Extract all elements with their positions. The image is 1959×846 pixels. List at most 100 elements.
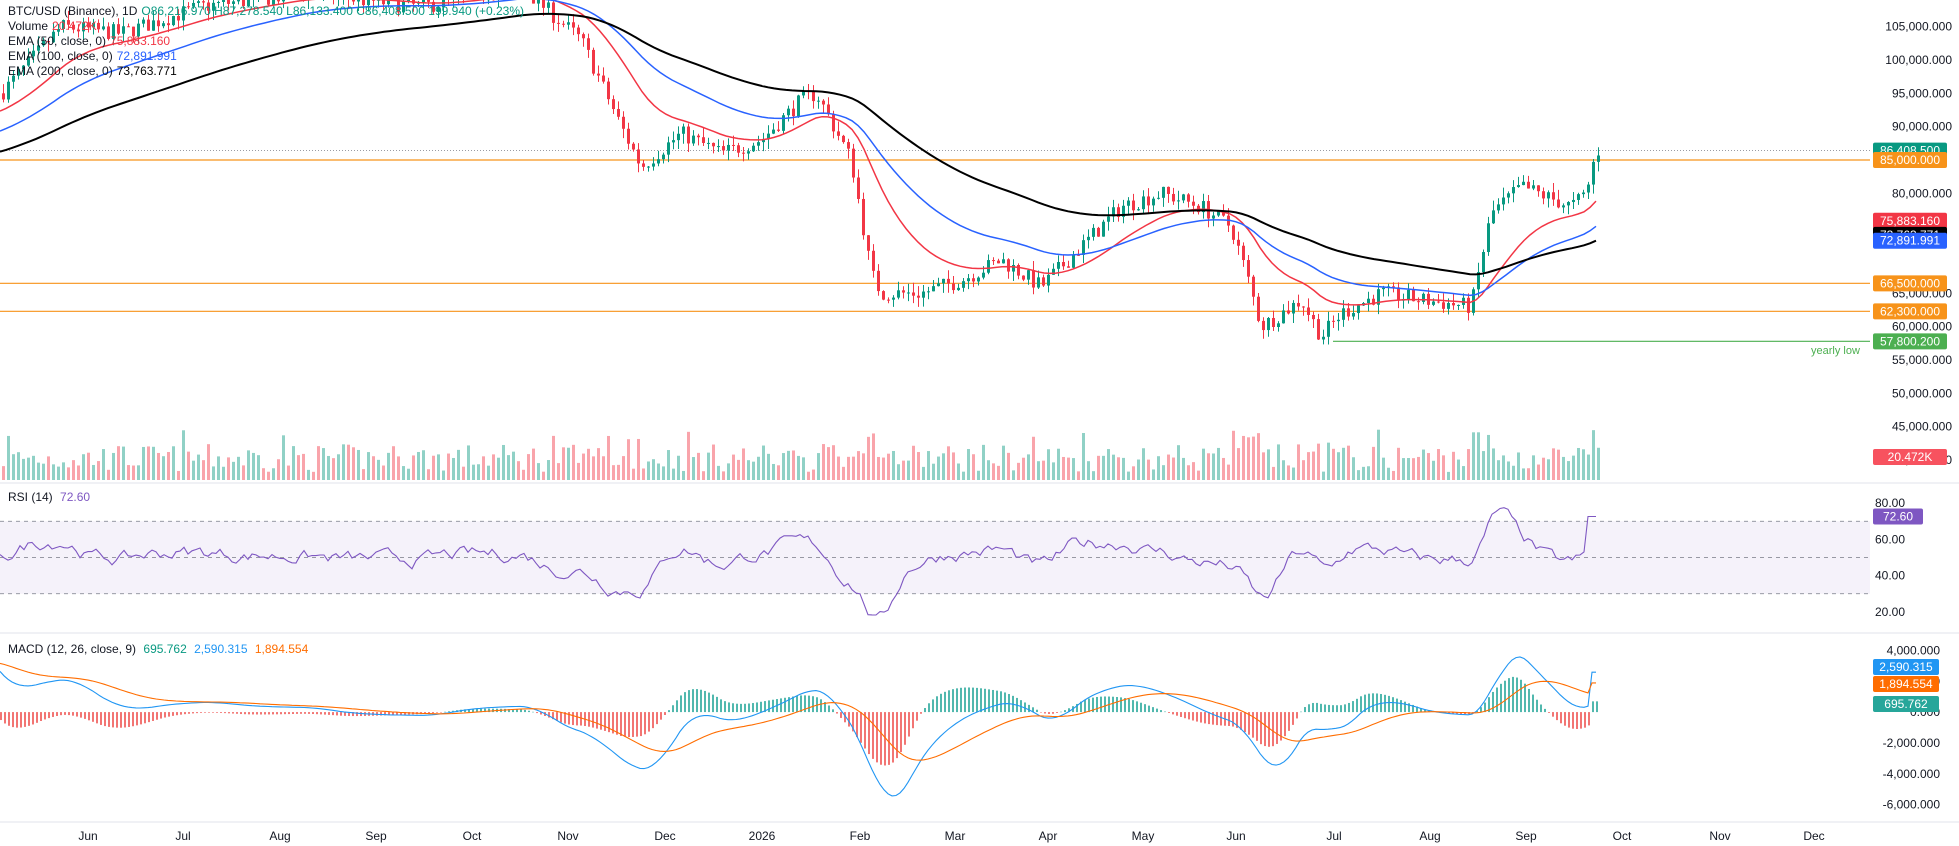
- candle-body: [137, 23, 140, 37]
- candle-body: [767, 133, 770, 140]
- candle-body: [1272, 317, 1275, 327]
- macd-histogram-bar: [732, 703, 734, 713]
- candle-body: [962, 281, 965, 288]
- macd-histogram-bar: [688, 690, 690, 713]
- macd-histogram-bar: [1488, 697, 1490, 713]
- volume-bar: [1252, 436, 1255, 480]
- candle-body: [1312, 314, 1315, 320]
- candle-body: [917, 295, 920, 298]
- macd-histogram-bar: [352, 712, 354, 717]
- volume-bar: [552, 435, 555, 480]
- macd-histogram-bar: [276, 712, 278, 715]
- candle-body: [1412, 289, 1415, 302]
- ema50-value: 75,883.160: [110, 34, 171, 48]
- time-axis-label: Jul: [1326, 829, 1341, 843]
- macd-histogram-bar: [516, 709, 518, 713]
- macd-histogram-bar: [452, 710, 454, 713]
- volume-bar: [1042, 460, 1045, 480]
- rsi-legend: RSI (14) 72.60: [8, 490, 90, 504]
- volume-bar: [312, 471, 315, 480]
- macd-histogram-bar: [8, 712, 10, 726]
- volume-bar: [1592, 430, 1595, 480]
- candle-body: [1297, 302, 1300, 307]
- candle-body: [1202, 201, 1205, 213]
- rsi-title[interactable]: RSI (14): [8, 490, 53, 504]
- macd-histogram-bar: [1124, 698, 1126, 713]
- volume-bar: [772, 463, 775, 480]
- candle-body: [537, 0, 540, 4]
- volume-bar: [1572, 455, 1575, 480]
- candle-body: [442, 0, 445, 8]
- candle-body: [542, 0, 545, 8]
- price-tick-label: 90,000.000: [1892, 120, 1952, 134]
- candle-body: [1367, 298, 1370, 304]
- macd-title[interactable]: MACD (12, 26, close, 9): [8, 642, 137, 656]
- macd-histogram-bar: [564, 712, 566, 724]
- candle-body: [787, 108, 790, 116]
- volume-bar: [1327, 442, 1330, 480]
- volume-bar: [747, 460, 750, 480]
- volume-bar: [1002, 445, 1005, 480]
- candle-body: [867, 235, 870, 251]
- candle-body: [557, 22, 560, 24]
- macd-histogram-bar: [1032, 707, 1034, 713]
- macd-histogram-bar: [1136, 701, 1138, 713]
- ema50-label[interactable]: EMA (50, close, 0): [8, 34, 107, 48]
- volume-bar: [1347, 445, 1350, 480]
- macd-histogram-bar: [380, 712, 382, 716]
- symbol-label[interactable]: BTC/USD (Binance), 1D: [8, 4, 138, 18]
- ema200-label[interactable]: EMA (200, close, 0): [8, 64, 113, 78]
- volume-bar: [712, 444, 715, 480]
- candle-body: [1507, 193, 1510, 198]
- candle-body: [37, 45, 40, 51]
- volume-label[interactable]: Volume: [8, 19, 49, 33]
- macd-histogram-bar: [1580, 712, 1582, 729]
- volume-bar: [1132, 466, 1135, 480]
- macd-histogram-bar: [608, 712, 610, 733]
- volume-bar: [1122, 457, 1125, 480]
- volume-bar: [422, 450, 425, 480]
- macd-histogram-bar: [1152, 707, 1154, 713]
- macd-histogram-bar: [468, 709, 470, 713]
- volume-bar: [982, 444, 985, 480]
- volume-bar: [1312, 451, 1315, 480]
- candle-body: [1127, 200, 1130, 206]
- macd-histogram-bar: [956, 688, 958, 713]
- ema100-label[interactable]: EMA (100, close, 0): [8, 49, 113, 63]
- macd-histogram-bar: [184, 712, 186, 715]
- candle-body: [797, 95, 800, 117]
- volume-bar: [1022, 457, 1025, 480]
- macd-histogram-bar: [1560, 712, 1562, 724]
- volume-bar: [887, 453, 890, 480]
- candle-body: [1277, 323, 1280, 327]
- macd-histogram-bar: [616, 712, 618, 735]
- macd-histogram-bar: [924, 708, 926, 713]
- macd-histogram-bar: [796, 695, 798, 713]
- volume-bar: [1082, 432, 1085, 480]
- candle-body: [1112, 207, 1115, 217]
- macd-histogram-bar: [1400, 700, 1402, 713]
- macd-histogram-bar: [1300, 711, 1302, 713]
- macd-histogram-bar: [528, 710, 530, 713]
- macd-histogram-bar: [852, 712, 854, 732]
- macd-histogram-bar: [288, 712, 290, 715]
- candle-body: [967, 278, 970, 282]
- macd-histogram-bar: [772, 699, 774, 713]
- candle-body: [7, 81, 10, 100]
- macd-histogram-bar: [0, 712, 2, 721]
- candle-body: [782, 115, 785, 131]
- volume-bar: [1097, 455, 1100, 480]
- price-tick-label: 105,000.000: [1885, 20, 1952, 34]
- volume-bar: [942, 453, 945, 480]
- macd-histogram-bar: [1028, 704, 1030, 713]
- volume-bar: [1137, 459, 1140, 480]
- volume-bar: [872, 433, 875, 480]
- candle-body: [902, 290, 905, 293]
- volume-bar: [682, 470, 685, 480]
- candle-body: [762, 139, 765, 143]
- candle-body: [1392, 286, 1395, 288]
- macd-histogram-bar: [316, 712, 318, 715]
- volume-bar: [737, 459, 740, 480]
